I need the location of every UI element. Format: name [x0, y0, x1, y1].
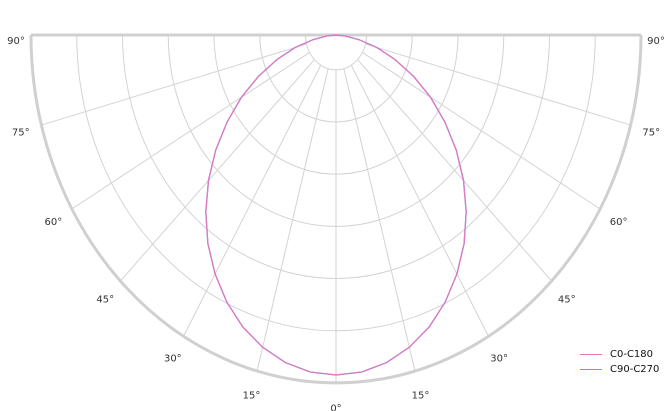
angle-tick-label: 90°: [7, 36, 25, 47]
angle-tick-label: 90°: [647, 36, 665, 47]
legend-label: C0-C180: [610, 349, 654, 360]
grid-ring: [305, 34, 367, 71]
angle-tick-label: 60°: [45, 217, 63, 228]
series-line-c0-c180: [205, 34, 467, 376]
angle-tick-label: 45°: [558, 294, 576, 305]
legend-swatch: [580, 369, 602, 370]
legend-item-c0-c180: C0-C180: [580, 347, 659, 362]
grid-ring: [76, 34, 596, 332]
angle-tick-label: 60°: [610, 217, 628, 228]
legend-item-c90-c270: C90-C270: [580, 362, 659, 377]
grid-ring: [213, 34, 459, 175]
legend-swatch: [580, 354, 602, 355]
angle-tick-label: 0°: [330, 403, 341, 411]
legend-label: C90-C270: [610, 364, 660, 375]
grid-ring: [259, 34, 413, 123]
angle-tick-label: 15°: [412, 391, 430, 402]
angle-tick-label: 30°: [164, 353, 182, 364]
angle-tick-label: 75°: [12, 127, 30, 138]
legend: C0-C180 C90-C270: [580, 347, 659, 377]
angle-tick-label: 15°: [243, 391, 261, 402]
angle-tick-label: 45°: [96, 294, 114, 305]
outer-ring: [29, 34, 643, 385]
angle-tick-label: 75°: [642, 127, 660, 138]
angle-tick-label: 30°: [490, 353, 508, 364]
grid-ring: [122, 34, 550, 280]
grid-ring: [167, 34, 505, 227]
